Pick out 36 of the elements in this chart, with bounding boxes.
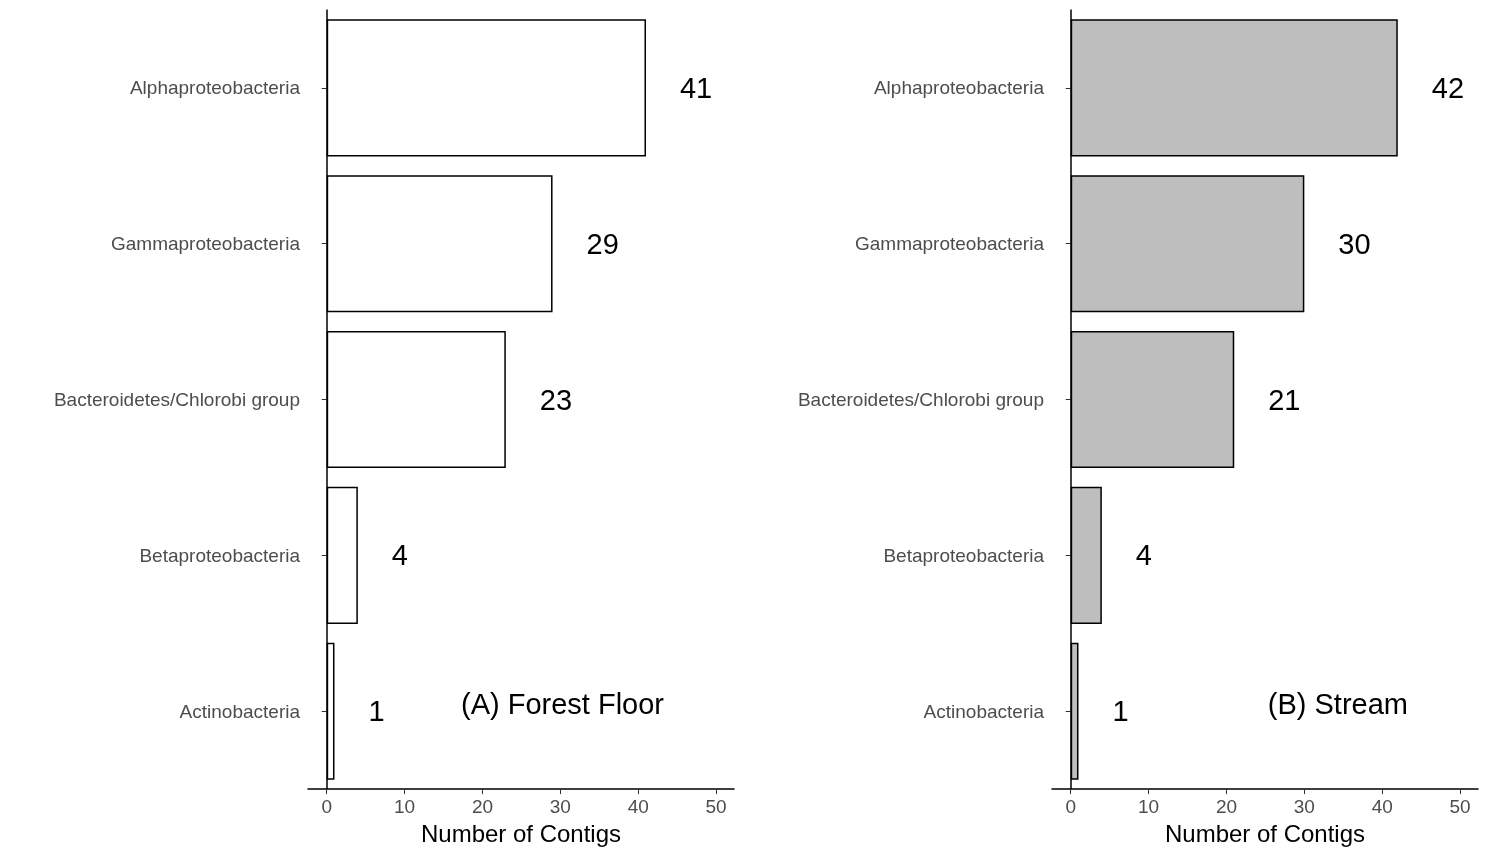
data-label: 30 [1338,227,1371,260]
data-label: 41 [680,71,713,104]
annotation: (A) Forest Floor [460,687,665,720]
data-label: 1 [368,695,385,728]
x-tick-label: 50 [705,796,727,818]
data-label: 4 [1135,539,1152,572]
x-tick-label: 40 [627,796,649,818]
x-tick-label: 30 [549,796,571,818]
data-label: 21 [1268,383,1301,416]
y-tick-label: Alphaproteobacteria [129,77,301,99]
annotation: (B) Stream [1267,687,1408,720]
x-axis-title: Number of Contigs [420,819,622,847]
y-tick-label: Bacteroidetes/Chlorobi group [797,389,1044,411]
y-tick-label: Actinobacteria [179,700,301,722]
x-tick-label: 40 [1371,796,1393,818]
x-tick-label: 20 [471,796,494,818]
x-axis-title: Number of Contigs [1164,819,1366,847]
data-label: 29 [586,227,619,260]
x-tick-label: 30 [1293,796,1315,818]
x-tick-label: 50 [1449,796,1471,818]
y-tick-label: Bacteroidetes/Chlorobi group [53,389,300,411]
data-label: 1 [1112,695,1129,728]
y-tick-label: Betaproteobacteria [139,544,301,566]
data-label: 42 [1431,71,1465,104]
data-label: 23 [539,383,573,416]
x-tick-label: 10 [1138,796,1160,818]
x-tick-label: 0 [1065,796,1076,818]
y-tick-label: Gammaproteobacteria [854,233,1045,255]
y-tick-label: Betaproteobacteria [883,544,1045,566]
y-tick-label: Gammaproteobacteria [110,233,301,255]
y-tick-label: Alphaproteobacteria [873,77,1045,99]
data-label: 4 [391,539,408,572]
x-tick-label: 10 [394,796,416,818]
x-tick-label: 20 [1215,796,1238,818]
y-tick-label: Actinobacteria [923,700,1045,722]
x-tick-label: 0 [321,796,332,818]
